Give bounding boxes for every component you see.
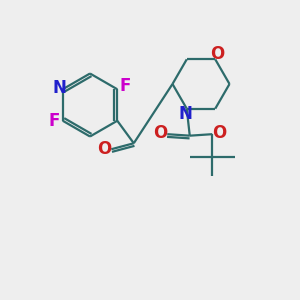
Text: N: N [178,105,192,123]
Text: O: O [212,124,226,142]
Text: O: O [210,45,224,63]
Text: O: O [154,124,168,142]
Text: F: F [49,112,60,130]
Text: F: F [119,77,130,95]
Text: O: O [98,140,112,158]
Text: N: N [52,79,66,97]
